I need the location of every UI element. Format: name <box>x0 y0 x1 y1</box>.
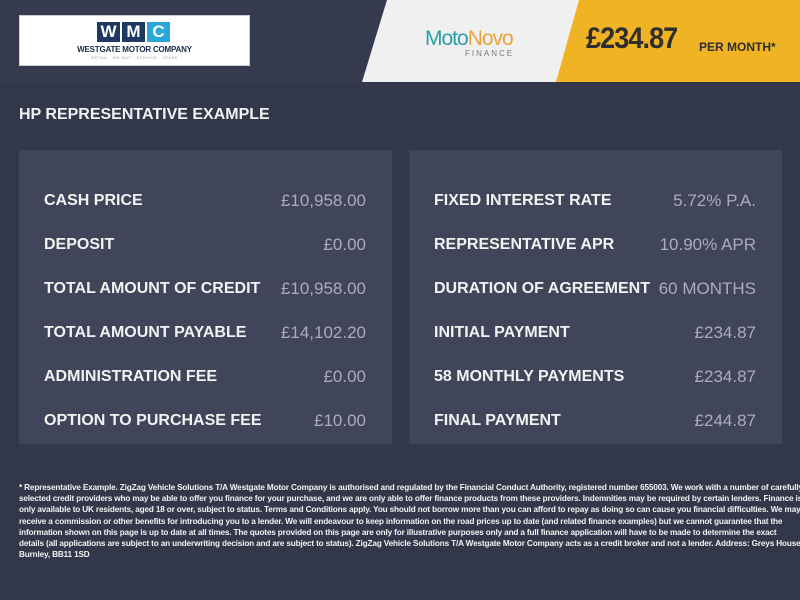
finance-row: DURATION OF AGREEMENT 60 MONTHS <box>409 267 782 311</box>
finance-row: FINAL PAYMENT £244.87 <box>409 399 782 443</box>
row-label: DURATION OF AGREEMENT <box>434 280 650 297</box>
disclaimer-line: selected credit providers who may be abl… <box>19 494 800 504</box>
right-panel: FIXED INTEREST RATE 5.72% P.A. REPRESENTAT… <box>409 150 782 444</box>
disclaimer-line: Burnley, BB11 1SD <box>19 550 90 560</box>
disclaimer-line: information shown on this page is up to … <box>19 527 777 537</box>
finance-row: INITIAL PAYMENT £234.87 <box>409 311 782 355</box>
row-label: DEPOSIT <box>44 236 115 253</box>
row-value: £244.87 <box>694 411 756 430</box>
left-panel: CASH PRICE £10,958.00 DEPOSIT £0.00 TOTAL AM… <box>19 150 392 444</box>
logo-letter: M <box>122 22 145 42</box>
disclaimer-line: only available to UK residents, aged 18 … <box>19 505 800 515</box>
dealer-tagline: RETAIL · WE BUY · SERVICE · LEASE <box>91 55 178 60</box>
disclaimer: * Representative Example. ZigZag Vehicle… <box>19 482 800 560</box>
finance-row: DEPOSIT £0.00 <box>19 223 392 267</box>
row-label: 58 MONTHLY PAYMENTS <box>434 368 625 385</box>
row-value: £14,102.20 <box>280 323 366 342</box>
monthly-price-banner: £234.87 PER MONTH* <box>556 0 800 82</box>
page-title: HP REPRESENTATIVE EXAMPLE <box>19 106 270 123</box>
per-month-label: PER MONTH* <box>699 40 776 54</box>
dealer-logo: W M C WESTGATE MOTOR COMPANY RETAIL · WE… <box>19 15 250 66</box>
finance-row: REPRESENTATIVE APR 10.90% APR <box>409 223 782 267</box>
finance-logo: MotoNovo FINANCE <box>362 0 602 82</box>
row-label: TOTAL AMOUNT PAYABLE <box>44 324 247 341</box>
row-label: REPRESENTATIVE APR <box>434 236 615 253</box>
finance-row: TOTAL AMOUNT OF CREDIT £10,958.00 <box>19 267 392 311</box>
row-value: £10,958.00 <box>280 191 366 210</box>
row-value: 60 MONTHS <box>658 279 756 298</box>
logo-letter: C <box>147 22 170 42</box>
dealer-name: WESTGATE MOTOR COMPANY <box>77 45 192 54</box>
logo-finance: FINANCE <box>465 49 515 58</box>
finance-row: CASH PRICE £10,958.00 <box>19 179 392 223</box>
row-value: 5.72% P.A. <box>673 191 756 210</box>
disclaimer-line: details (all applications are subject to… <box>19 539 800 549</box>
header: W M C WESTGATE MOTOR COMPANY RETAIL · WE… <box>0 0 800 82</box>
row-label: TOTAL AMOUNT OF CREDIT <box>44 280 261 297</box>
finance-row: 58 MONTHLY PAYMENTS £234.87 <box>409 355 782 399</box>
row-label: ADMINISTRATION FEE <box>44 368 218 385</box>
finance-row: FIXED INTEREST RATE 5.72% P.A. <box>409 179 782 223</box>
row-value: £0.00 <box>323 235 366 254</box>
logo-novo: Novo <box>467 27 513 50</box>
row-value: £0.00 <box>323 367 366 386</box>
row-value: £10,958.00 <box>280 279 366 298</box>
finance-row: TOTAL AMOUNT PAYABLE £14,102.20 <box>19 311 392 355</box>
row-value: £234.87 <box>694 323 756 342</box>
row-label: INITIAL PAYMENT <box>434 324 570 341</box>
row-label: FIXED INTEREST RATE <box>434 192 612 209</box>
finance-row: OPTION TO PURCHASE FEE £10.00 <box>19 399 392 443</box>
row-value: 10.90% APR <box>659 235 756 254</box>
row-label: CASH PRICE <box>44 192 143 209</box>
row-label: FINAL PAYMENT <box>434 412 561 429</box>
disclaimer-line: receive a commission or other benefits f… <box>19 516 783 526</box>
disclaimer-line: * Representative Example. ZigZag Vehicle… <box>19 483 800 492</box>
row-value: £10.00 <box>314 411 366 430</box>
row-value: £234.87 <box>694 367 756 386</box>
finance-row: ADMINISTRATION FEE £0.00 <box>19 355 392 399</box>
logo-letter: W <box>97 22 120 42</box>
row-label: OPTION TO PURCHASE FEE <box>44 412 262 429</box>
logo-moto: Moto <box>425 27 468 50</box>
monthly-price: £234.87 <box>586 22 678 55</box>
